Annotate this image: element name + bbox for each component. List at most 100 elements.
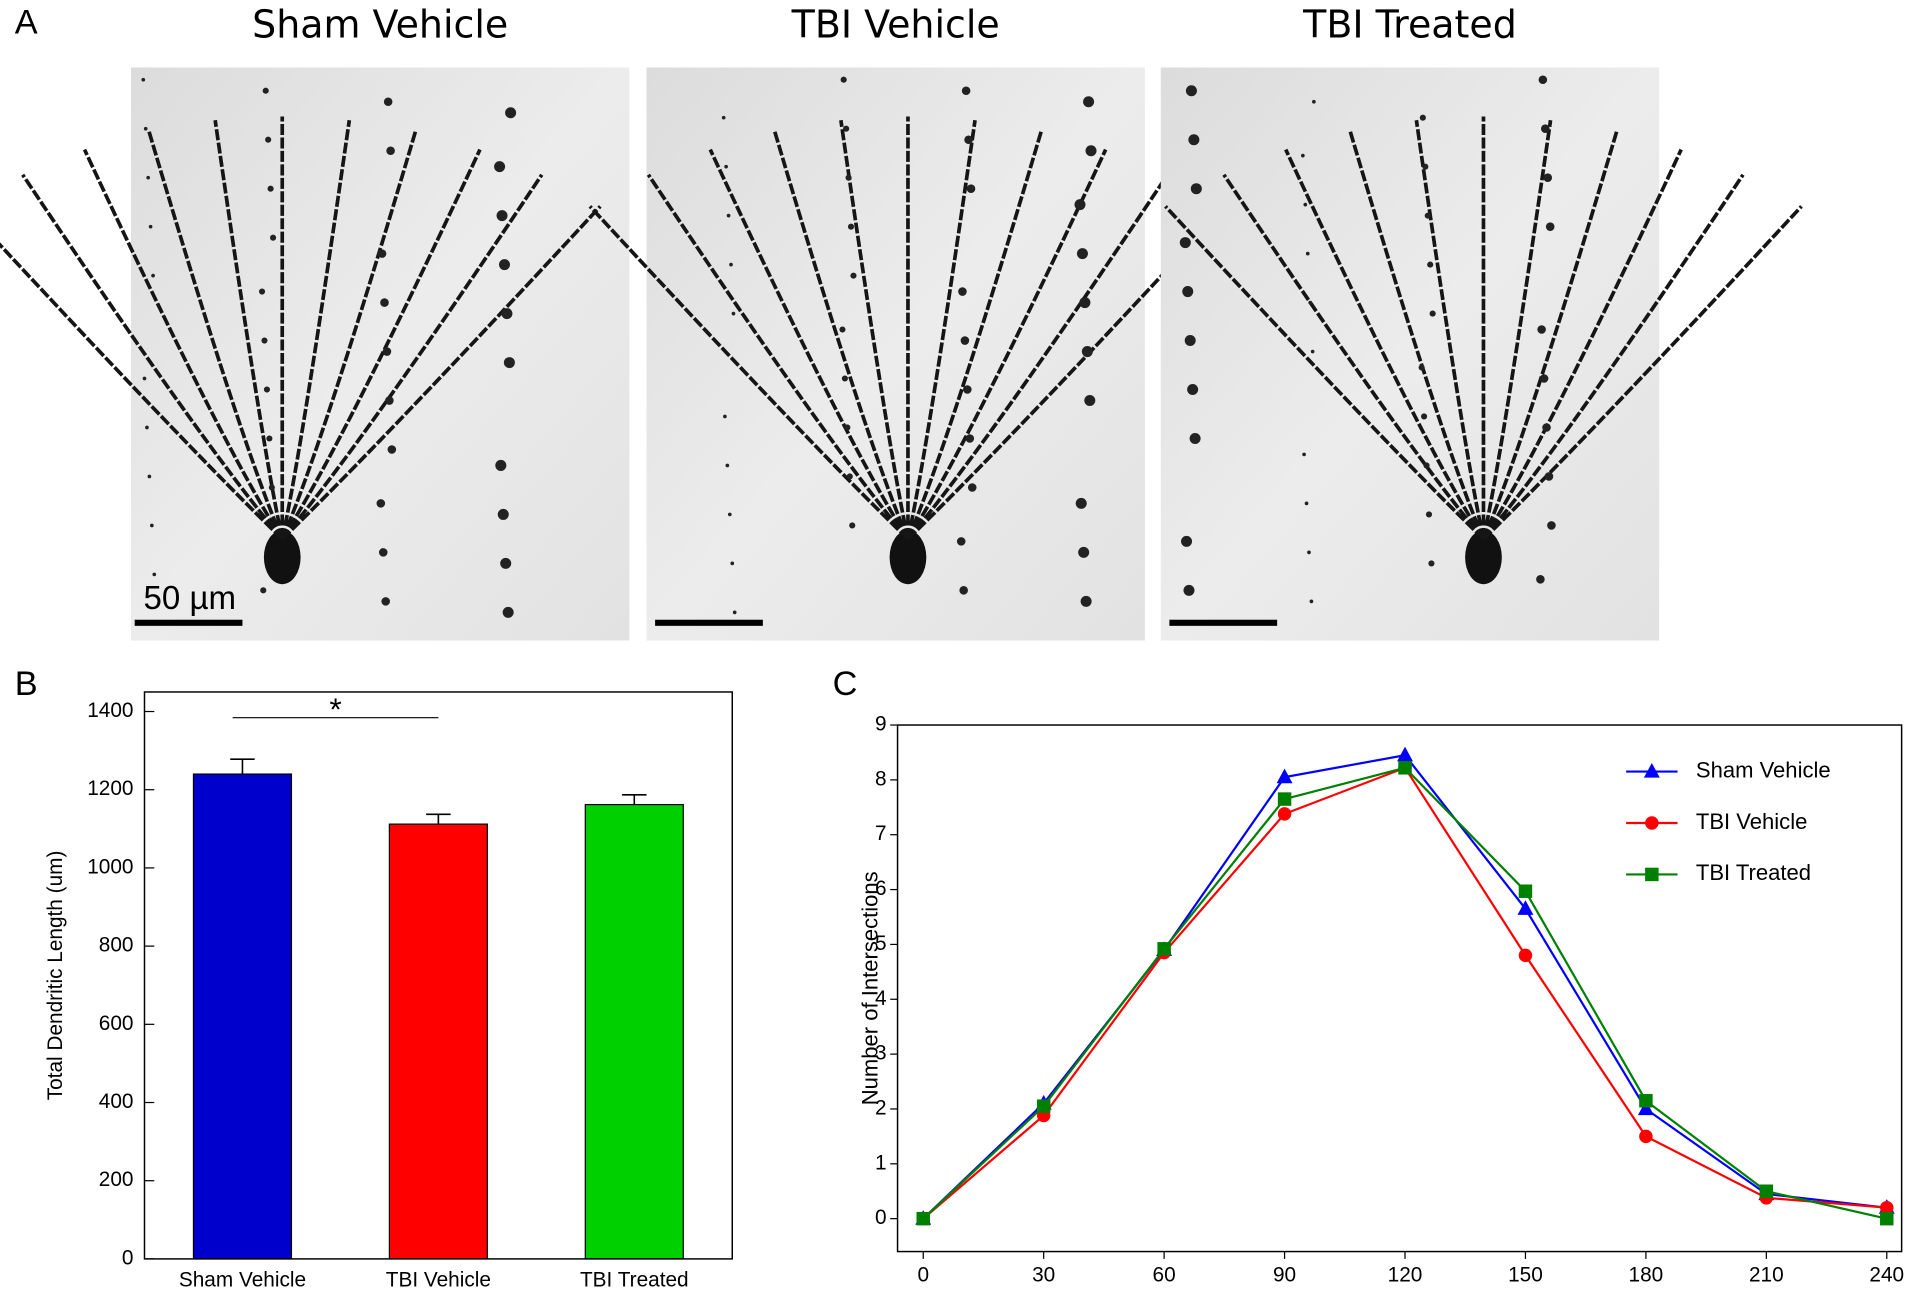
- y-axis-label: Number of Intersections: [858, 871, 883, 1105]
- y-tick-label: 200: [99, 1168, 134, 1191]
- data-point: [916, 1211, 930, 1226]
- debris: [732, 610, 737, 615]
- x-tick-label: 210: [1749, 1264, 1784, 1287]
- debris: [267, 185, 274, 192]
- debris: [258, 288, 266, 295]
- data-point: [1398, 761, 1412, 775]
- debris: [1185, 85, 1197, 97]
- x-tick-label: 0: [917, 1264, 929, 1287]
- debris: [380, 298, 389, 307]
- debris: [1309, 599, 1314, 604]
- significance-marker: *: [329, 691, 341, 727]
- legend-label: Sham Vehicle: [1696, 757, 1831, 782]
- soma: [1465, 530, 1502, 585]
- soma: [889, 530, 927, 585]
- x-tick-label: 60: [1153, 1264, 1176, 1287]
- debris: [1083, 96, 1095, 108]
- y-tick-label: 7: [875, 822, 887, 845]
- x-axis-label: Distance from Soma (µm): [1274, 1294, 1525, 1297]
- y-tick-label: 400: [99, 1090, 134, 1113]
- debris: [1543, 173, 1553, 182]
- debris: [840, 76, 847, 83]
- debris: [260, 587, 267, 594]
- dendrites: [1164, 116, 1803, 541]
- micrograph: [1160, 67, 1660, 641]
- legend-label: TBI Treated: [1696, 860, 1811, 885]
- debris: [1079, 297, 1091, 309]
- y-tick-label: 8: [875, 767, 887, 790]
- data-point: [1639, 1093, 1653, 1108]
- debris: [1308, 300, 1313, 305]
- debris: [1080, 595, 1092, 607]
- debris: [843, 125, 850, 132]
- x-tick-label: 150: [1508, 1264, 1543, 1287]
- data-point: [1277, 807, 1292, 821]
- data-point: [1759, 1184, 1774, 1198]
- debris: [730, 561, 735, 566]
- debris: [1078, 546, 1090, 558]
- debris: [1418, 364, 1425, 371]
- debris: [1188, 134, 1200, 146]
- x-tick-label: 30: [1032, 1264, 1055, 1287]
- debris: [1421, 413, 1428, 420]
- debris: [849, 522, 856, 529]
- debris: [266, 435, 273, 442]
- debris: [845, 174, 852, 181]
- y-tick-label: 600: [99, 1012, 134, 1035]
- y-tick-label: 1: [875, 1151, 887, 1174]
- debris: [497, 508, 509, 520]
- debris: [841, 375, 848, 382]
- data-point: [1639, 1129, 1653, 1144]
- data-point: [1036, 1099, 1051, 1113]
- debris: [1429, 310, 1436, 317]
- debris: [1544, 472, 1554, 481]
- data-point: [1880, 1200, 1894, 1215]
- x-tick-label: Sham Vehicle: [179, 1268, 306, 1291]
- debris: [262, 87, 269, 94]
- debris: [724, 164, 728, 169]
- debris: [958, 287, 967, 296]
- debris: [960, 336, 970, 345]
- debris: [1536, 575, 1545, 584]
- debris: [494, 161, 506, 173]
- debris: [1076, 248, 1088, 260]
- panel-label: B: [15, 665, 38, 703]
- y-tick-label: 5: [875, 932, 887, 955]
- debris: [387, 445, 397, 454]
- debris: [146, 175, 150, 180]
- y-tick-label: 800: [99, 934, 134, 957]
- debris: [376, 499, 386, 508]
- debris: [1312, 99, 1316, 104]
- debris: [502, 606, 514, 618]
- debris: [268, 484, 275, 491]
- debris: [377, 249, 387, 258]
- debris: [850, 272, 857, 279]
- debris: [1302, 452, 1306, 457]
- debris: [1187, 384, 1199, 396]
- debris: [498, 259, 510, 271]
- debris: [385, 396, 394, 405]
- debris: [505, 107, 517, 119]
- debris: [1542, 423, 1551, 432]
- debris: [1305, 251, 1310, 256]
- debris: [847, 223, 855, 230]
- data-point: [1397, 746, 1413, 762]
- debris: [141, 77, 146, 82]
- debris: [1074, 199, 1086, 211]
- debris: [381, 597, 390, 606]
- legend-marker: [1645, 867, 1659, 882]
- x-tick-label: TBI Treated: [580, 1268, 689, 1291]
- series-line: [922, 766, 1887, 1220]
- debris: [1184, 335, 1196, 347]
- x-tick-label: 120: [1388, 1264, 1423, 1287]
- x-tick-label: 240: [1869, 1264, 1904, 1287]
- y-tick-label: 6: [875, 877, 887, 900]
- debris: [1081, 346, 1093, 358]
- debris: [383, 97, 393, 107]
- debris: [1183, 584, 1195, 596]
- debris: [731, 311, 736, 316]
- scale-bar: [655, 619, 763, 626]
- debris: [142, 376, 147, 381]
- debris: [1428, 560, 1435, 567]
